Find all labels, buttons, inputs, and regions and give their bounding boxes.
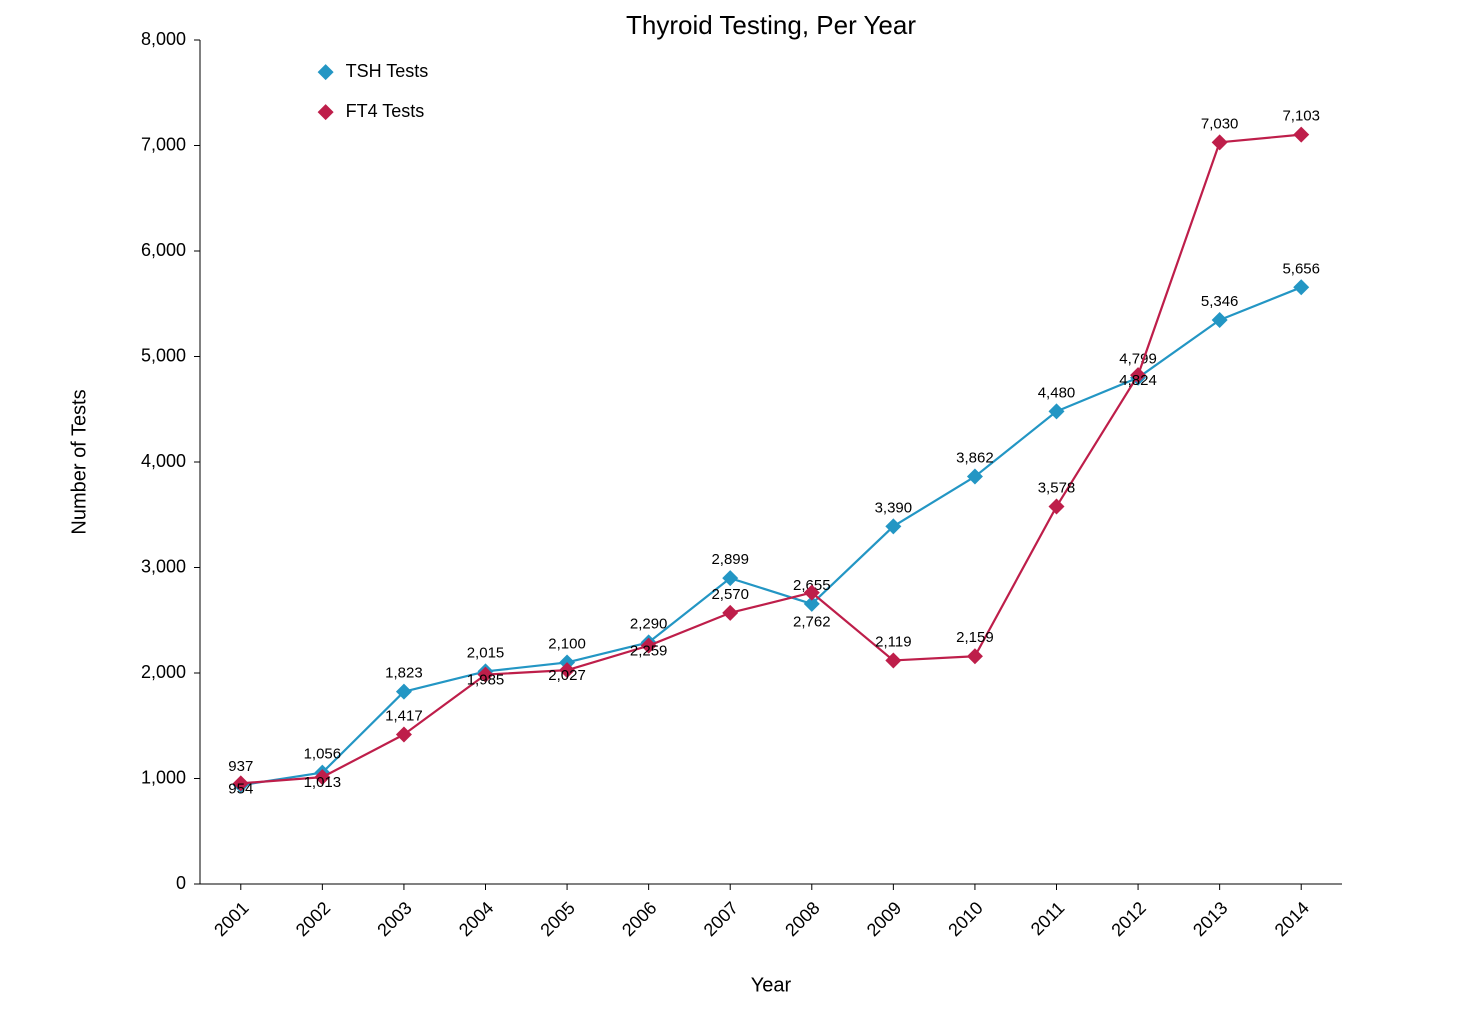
series-marker-ft4: [1293, 127, 1309, 143]
x-tick-label: 2004: [455, 898, 497, 940]
value-label-ft4: 3,578: [1038, 480, 1076, 497]
x-tick-label: 2002: [292, 898, 334, 940]
x-tick-label: 2013: [1189, 898, 1231, 940]
value-label-tsh: 937: [228, 758, 253, 775]
x-tick-label: 2003: [373, 898, 415, 940]
x-tick-label: 2005: [536, 898, 578, 940]
y-tick-label: 2,000: [141, 662, 186, 682]
value-label-ft4: 7,030: [1201, 115, 1239, 132]
value-label-tsh: 4,799: [1119, 351, 1157, 368]
x-tick-label: 2009: [863, 898, 905, 940]
value-label-ft4: 7,103: [1282, 108, 1320, 125]
x-tick-label: 2011: [1027, 898, 1069, 940]
y-tick-label: 4,000: [141, 451, 186, 471]
value-label-ft4: 2,259: [630, 643, 668, 660]
series-marker-tsh: [1212, 312, 1228, 328]
value-label-ft4: 1,985: [467, 672, 505, 689]
legend-label-ft4: FT4 Tests: [346, 101, 425, 121]
y-axis-label: Number of Tests: [68, 389, 90, 534]
value-label-ft4: 2,570: [711, 586, 749, 603]
value-label-ft4: 2,027: [548, 667, 586, 684]
value-label-tsh: 3,862: [956, 450, 994, 467]
value-label-ft4: 954: [228, 780, 253, 797]
value-label-tsh: 1,056: [304, 746, 342, 763]
y-tick-label: 6,000: [141, 240, 186, 260]
series-marker-ft4: [967, 648, 983, 664]
value-label-ft4: 1,417: [385, 708, 423, 725]
thyroid-tests-chart: 0 1,000 2,000 3,000 4,000 5,000 6,000 7,000 8,00…: [0, 0, 1472, 1014]
x-tick-label: 2001: [210, 898, 252, 940]
series-marker-ft4: [1212, 134, 1228, 150]
y-tick-label: 3,000: [141, 556, 186, 576]
value-label-tsh: 2,899: [711, 551, 749, 568]
chart-title: Thyroid Testing, Per Year: [626, 10, 916, 40]
y-tick-label: 1,000: [141, 767, 186, 787]
legend-swatch-ft4: [318, 104, 334, 120]
series-marker-ft4: [1049, 499, 1065, 515]
y-tick-label: 7,000: [141, 134, 186, 154]
value-label-ft4: 2,762: [793, 614, 831, 631]
series-marker-ft4: [396, 727, 412, 743]
x-axis-label: Year: [751, 974, 792, 996]
series-line-ft4: [241, 135, 1301, 784]
x-tick-label: 2012: [1107, 898, 1149, 940]
x-tick-label: 2010: [944, 898, 986, 940]
legend-swatch-tsh: [318, 64, 334, 80]
value-label-ft4: 4,824: [1119, 372, 1157, 389]
value-label-tsh: 1,823: [385, 665, 423, 682]
value-label-tsh: 2,100: [548, 635, 586, 652]
value-label-tsh: 3,390: [875, 499, 913, 516]
value-label-tsh: 2,015: [467, 644, 505, 661]
value-label-tsh: 5,346: [1201, 293, 1239, 310]
y-tick-label: 0: [176, 873, 186, 893]
value-label-tsh: 4,480: [1038, 384, 1076, 401]
legend-label-tsh: TSH Tests: [346, 61, 429, 81]
x-tick-label: 2014: [1271, 898, 1313, 940]
x-tick-label: 2007: [700, 898, 742, 940]
x-tick-label: 2008: [781, 898, 823, 940]
value-label-ft4: 2,119: [875, 633, 911, 650]
series-marker-ft4: [722, 605, 738, 621]
value-label-tsh: 2,290: [630, 615, 668, 632]
value-label-ft4: 2,159: [956, 629, 994, 646]
y-tick-label: 5,000: [141, 345, 186, 365]
series-marker-tsh: [1293, 279, 1309, 295]
y-tick-label: 8,000: [141, 29, 186, 49]
value-label-tsh: 5,656: [1282, 260, 1320, 277]
x-tick-label: 2006: [618, 898, 660, 940]
value-label-ft4: 1,013: [304, 774, 342, 791]
